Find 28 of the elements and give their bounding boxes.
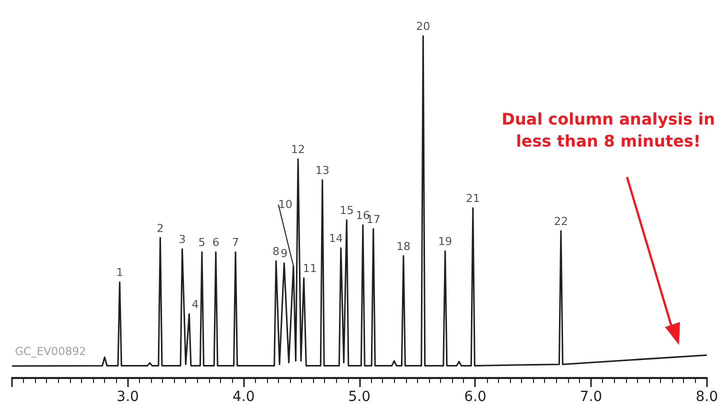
annotation: 14 xyxy=(328,232,343,246)
x-tick-label: 6.0 xyxy=(464,389,486,405)
annotation: 1 xyxy=(116,266,124,280)
annotation: 2 xyxy=(156,222,164,235)
x-tick-label: 7.0 xyxy=(580,389,602,405)
annotation: 10 xyxy=(278,198,292,212)
annotation: 13 xyxy=(315,164,330,177)
annotation: 9 xyxy=(280,247,288,260)
annotation: Dual column analysis in less than 8 minutes! xyxy=(502,110,716,150)
x-tick-label: 5.0 xyxy=(348,389,371,405)
annotation: 18 xyxy=(396,240,410,253)
annotation: 11 xyxy=(302,262,317,276)
annotation: 4 xyxy=(192,298,199,312)
x-tick-label: 3.0 xyxy=(116,389,139,405)
annotation: 22 xyxy=(554,214,568,228)
annotation: 6 xyxy=(212,236,220,250)
annotation: 8 xyxy=(272,245,280,258)
annotation: 15 xyxy=(340,204,354,217)
x-tick-label: 8.0 xyxy=(696,389,718,405)
annotation: GC_EV00892 xyxy=(15,345,86,358)
annotation: 3 xyxy=(178,233,186,246)
annotation: 7 xyxy=(232,236,240,250)
annotation: 21 xyxy=(466,192,480,206)
annotation: 12 xyxy=(291,143,306,156)
annotation: 5 xyxy=(198,236,206,250)
x-tick-label: 4.0 xyxy=(232,389,255,405)
annotation: 19 xyxy=(438,235,452,248)
annotation: 20 xyxy=(416,20,430,33)
